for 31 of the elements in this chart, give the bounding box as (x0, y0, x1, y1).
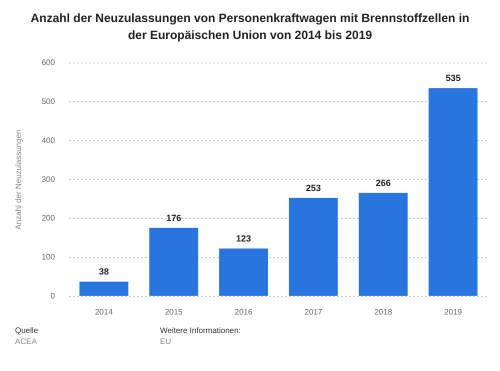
x-tick-label: 2017 (304, 307, 323, 316)
y-tick-label: 300 (42, 174, 56, 184)
data-label: 253 (306, 182, 321, 193)
data-label: 266 (376, 178, 391, 188)
bar (428, 88, 478, 296)
text: Quelle (15, 326, 38, 335)
y-tick-label: 400 (42, 136, 56, 145)
x-tick-label: 2015 (164, 307, 184, 316)
data-label: 176 (166, 212, 182, 223)
bar (219, 248, 268, 296)
bar (288, 198, 338, 296)
bar (149, 228, 198, 296)
y-tick-label: 0 (50, 292, 56, 301)
x-tick-label: 2014 (94, 307, 114, 316)
bar (79, 282, 128, 296)
x-tick-label: 2018 (374, 307, 393, 316)
data-label: 123 (236, 233, 252, 244)
text: ACEA (15, 337, 37, 346)
y-tick-label: 200 (42, 214, 56, 223)
x-tick-label: 2019 (444, 307, 463, 316)
y-tick-label: 500 (42, 96, 56, 106)
y-tick-label: 600 (42, 58, 56, 68)
data-label: 38 (98, 266, 109, 277)
y-tick-label: 100 (42, 252, 56, 262)
data-label: 535 (446, 73, 461, 84)
y-axis-title: Anzahl der Neuzulassungen (14, 130, 24, 230)
text: Weitere Informationen: (160, 326, 241, 335)
bar (358, 192, 408, 296)
x-tick-label: 2016 (234, 307, 253, 316)
chart-title: Anzahl der Neuzulassungen von Personenkraftwagen mit Brennstoffzellen in der Europäischen Union von 2014 bis 2019 (30, 10, 470, 44)
text: EU (160, 337, 172, 346)
